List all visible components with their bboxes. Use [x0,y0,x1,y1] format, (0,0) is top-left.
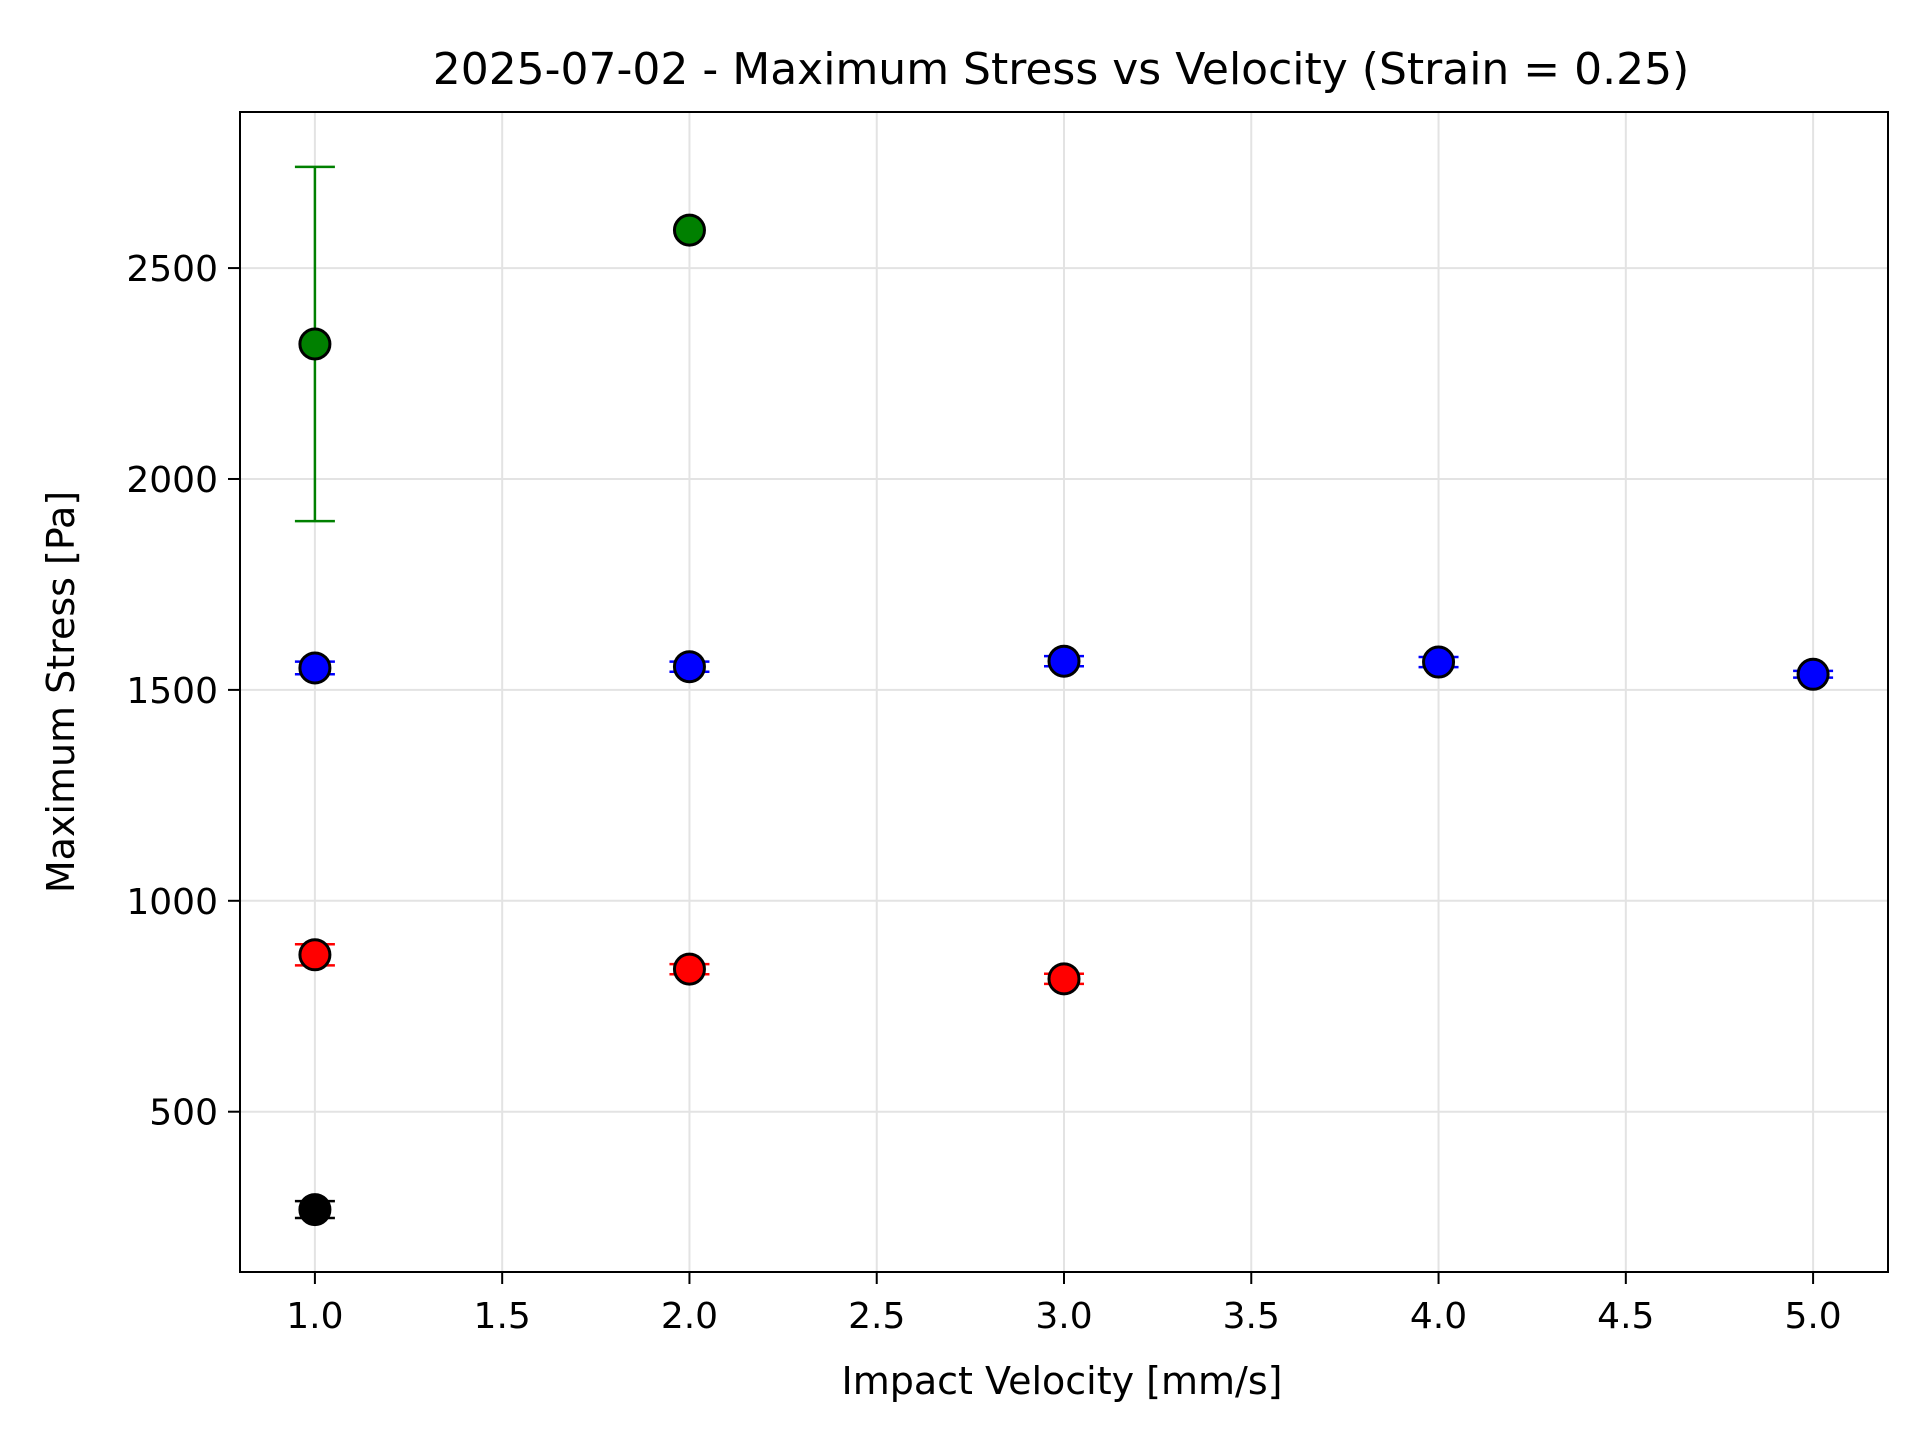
x-tick-label: 2.5 [848,1296,905,1337]
y-tick-label: 2500 [126,249,218,290]
x-tick-label: 4.0 [1410,1296,1467,1337]
data-point [1422,645,1456,679]
data-point [672,650,706,684]
y-tick-label: 1000 [126,882,218,923]
x-tick-label: 1.0 [286,1296,343,1337]
x-axis-label: Impact Velocity [mm/s] [842,1359,1283,1403]
data-point [1796,657,1830,691]
x-tick-label: 3.0 [1035,1296,1092,1337]
x-tick-label: 3.5 [1223,1296,1280,1337]
data-point [672,952,706,986]
y-tick-label: 1500 [126,671,218,712]
x-tick-label: 1.5 [474,1296,531,1337]
data-point [298,1193,332,1227]
data-point [298,327,332,361]
grid-lines [240,112,1888,1272]
axis-ticks: 1.0 1.5 2.0 2.5 3.0 3.5 4.0 4.5 5.0 500 1000 1500 20… [126,249,1841,1337]
x-tick-label: 2.0 [661,1296,718,1337]
y-axis-label: Maximum Stress [Pa] [39,491,83,893]
data-point [672,213,706,247]
x-tick-label: 4.5 [1597,1296,1654,1337]
y-tick-label: 500 [149,1093,218,1134]
data-marks [294,165,1834,1227]
data-point [1047,962,1081,996]
data-point [1047,644,1081,678]
chart-title: 2025-07-02 - Maximum Stress vs Velocity … [433,44,1690,95]
x-tick-label: 5.0 [1784,1296,1841,1337]
data-point [298,938,332,972]
y-tick-label: 2000 [126,460,218,501]
data-point [298,651,332,685]
